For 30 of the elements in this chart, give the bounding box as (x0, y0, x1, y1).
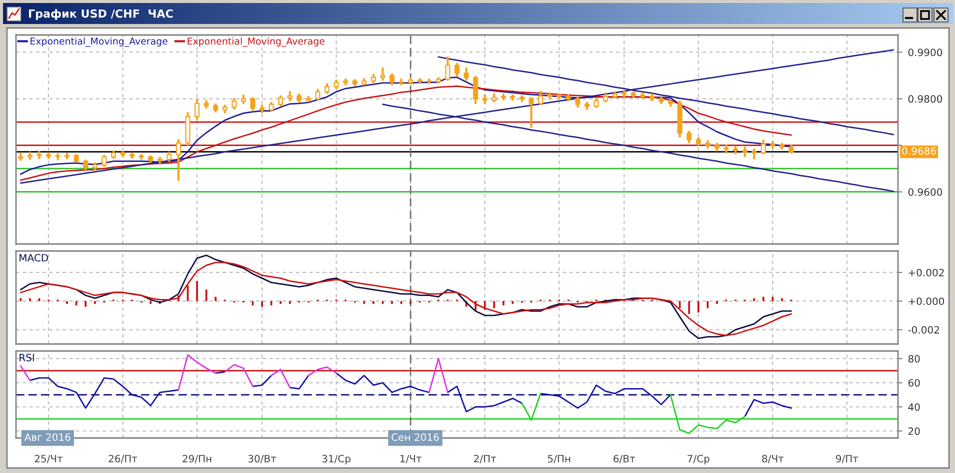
y-tick-label: -0.002 (908, 326, 939, 334)
chart-title: MACD (20, 254, 48, 262)
x-tick-label: 31/Ср (322, 454, 350, 464)
x-tick-label: 5/Пн (548, 454, 570, 464)
ref-line-label: 0.9686 (902, 147, 936, 155)
chart-title: RSI (20, 354, 34, 362)
x-tick-label: 29/Пн (182, 454, 212, 464)
x-tick-label: 6/Вт (614, 454, 636, 464)
y-tick-label: 80 (908, 354, 920, 363)
legend-label: Exponential_Moving_Average (30, 37, 168, 47)
chart-title: График USD /CHF ЧАС (29, 9, 173, 20)
y-tick-label: +0.000 (908, 297, 944, 306)
y-tick-label: +0.002 (908, 268, 944, 276)
x-tick-label: 30/Вт (248, 454, 276, 464)
x-tick-label: 7/Ср (688, 454, 710, 464)
annotation: Авг 2016 (24, 433, 70, 441)
x-tick-label: 26/Пт (108, 454, 138, 464)
x-tick-label: 2/Пт (474, 454, 496, 464)
y-tick-label: 0.9900 (908, 48, 942, 56)
y-tick-label: 0.9800 (908, 95, 942, 103)
x-tick-label: 25/Чт (34, 454, 63, 464)
y-tick-label: 0.9600 (908, 188, 942, 196)
y-tick-label: 60 (908, 379, 920, 387)
legend-label: Exponential_Moving_Average (188, 37, 324, 47)
y-tick-label: 20 (908, 427, 920, 435)
x-tick-label: 8/Чт (762, 454, 784, 464)
ref-line-label: Сен 2016 (392, 433, 439, 441)
y-tick-label: 40 (908, 403, 920, 411)
x-tick-label: 9/Пт (836, 454, 858, 464)
x-tick-label: 1/Чт (400, 454, 422, 464)
